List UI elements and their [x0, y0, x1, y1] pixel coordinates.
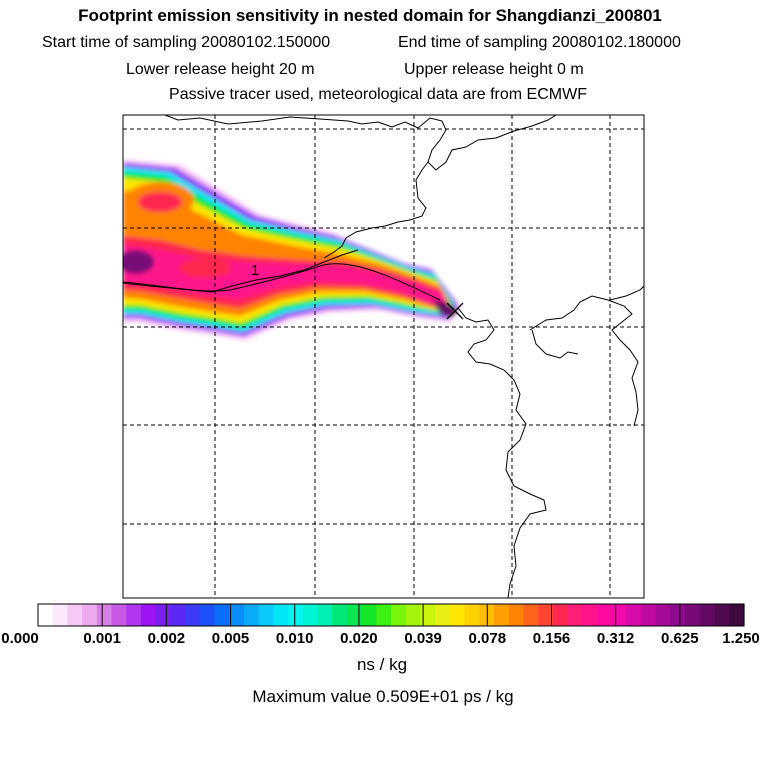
colorbar-frame: [37, 603, 745, 627]
colorbar-tick-label: 0.039: [404, 630, 442, 647]
colorbar-swatch: [641, 604, 657, 626]
colorbar-swatch: [596, 604, 613, 626]
colorbar-swatch: [346, 604, 363, 626]
colorbar-swatch: [155, 604, 171, 626]
footprint-plume: 1: [123, 115, 644, 598]
colorbar-swatch: [714, 604, 730, 626]
colorbar-swatch: [420, 604, 436, 626]
colorbar-tick-label: 0.078: [468, 630, 507, 647]
colorbar-swatch: [699, 604, 716, 626]
contour-line: [123, 263, 441, 301]
colorbar-swatch: [273, 604, 289, 626]
colorbar-swatch: [332, 604, 348, 626]
colorbar-swatch: [391, 604, 407, 626]
coastline-borders: [123, 115, 644, 598]
colorbar-swatch: [317, 604, 333, 626]
map-frame: [122, 114, 645, 599]
x-marker-icon: [446, 302, 464, 320]
colorbar-dividers: [101, 604, 681, 626]
colorbar-tick-label: 0.005: [211, 630, 250, 647]
maximum-value-label: Maximum value 0.509E+01 ps / kg: [252, 687, 514, 706]
colorbar-tick-label: 0.010: [275, 630, 314, 647]
colorbar-tick-label: 0.020: [340, 630, 378, 647]
colorbar-swatch: [435, 604, 451, 626]
colorbar-swatch: [82, 604, 98, 626]
colorbar-swatches: [38, 604, 745, 626]
colorbar-tick-label: 0.000: [1, 630, 39, 647]
colorbar-swatch: [508, 604, 524, 626]
colorbar-swatch: [96, 604, 113, 626]
plume-max-west: [123, 250, 154, 274]
colorbar-swatch: [729, 604, 745, 626]
colorbar-swatch: [288, 604, 304, 626]
colorbar-swatch: [67, 604, 83, 626]
colorbar-swatch: [126, 604, 142, 626]
colorbar-tick-label: 0.156: [532, 630, 571, 647]
plume-secondary-red: [138, 192, 182, 212]
colorbar-swatch: [361, 604, 377, 626]
colorbar-swatch: [655, 604, 672, 626]
colorbar-swatch: [493, 604, 510, 626]
colorbar-swatch: [140, 604, 157, 626]
colorbar-swatch: [185, 604, 201, 626]
colorbar-units-label: ns / kg: [356, 655, 408, 674]
colorbar-swatch: [552, 604, 569, 626]
colorbar-swatch: [302, 604, 319, 626]
plot-title: Footprint emission sensitivity in nested…: [78, 6, 662, 25]
colorbar-swatch: [111, 604, 127, 626]
plume-max-east: [432, 300, 458, 318]
colorbar-swatch: [523, 604, 539, 626]
colorbar-swatch: [243, 604, 260, 626]
colorbar-swatch: [449, 604, 466, 626]
colorbar-tick-label: 0.312: [596, 630, 635, 647]
upper-release-label: Upper release height 0 m: [404, 61, 584, 78]
plume-core-red: [179, 258, 231, 278]
colorbar-swatch: [567, 604, 583, 626]
colorbar-tick-label: 0.625: [661, 630, 699, 647]
colorbar-swatch: [464, 604, 480, 626]
map-gridlines: [123, 115, 644, 598]
colorbar-tick-label: 0.001: [83, 630, 121, 647]
colorbar-swatch: [405, 604, 422, 626]
colorbar-swatch: [170, 604, 186, 626]
colorbar-swatch: [52, 604, 69, 626]
end-time-label: End time of sampling 20080102.180000: [398, 34, 681, 51]
tracer-info-label: Passive tracer used, meteorological data…: [169, 86, 587, 103]
colorbar-swatch: [229, 604, 245, 626]
colorbar-swatch: [376, 604, 392, 626]
colorbar-swatch: [38, 604, 54, 626]
colorbar-swatch: [214, 604, 230, 626]
colorbar-swatch: [538, 604, 554, 626]
colorbar-tick-label: 0.002: [147, 630, 186, 647]
start-time-label: Start time of sampling 20080102.150000: [42, 34, 331, 51]
colorbar-swatch: [670, 604, 686, 626]
colorbar-swatch: [582, 604, 598, 626]
lower-release-label: Lower release height 20 m: [126, 61, 315, 78]
colorbar-tick-label: 1.250: [722, 630, 760, 647]
colorbar-swatch: [258, 604, 274, 626]
colorbar-swatch: [611, 604, 627, 626]
contour-label: 1: [251, 262, 259, 279]
colorbar-swatch: [685, 604, 701, 626]
colorbar-swatch: [626, 604, 642, 626]
colorbar-swatch: [199, 604, 216, 626]
